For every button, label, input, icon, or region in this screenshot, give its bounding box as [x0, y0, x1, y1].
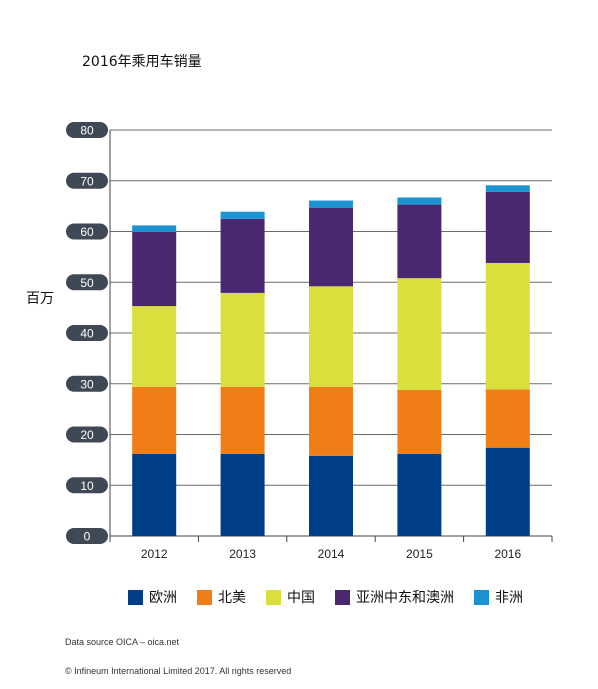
bar-segment: [132, 306, 177, 387]
bar-segment: [485, 447, 530, 536]
legend-swatch: [266, 589, 281, 605]
y-tick-pill: [66, 223, 108, 240]
bar-segment: [485, 185, 530, 192]
y-tick-label: 30: [80, 377, 94, 391]
bar-segment: [485, 389, 530, 448]
y-tick-pill: [66, 172, 108, 189]
bar-segment: [220, 453, 265, 536]
y-tick-label: 80: [80, 124, 94, 138]
y-tick-label: 10: [80, 479, 94, 493]
y-tick-pill: [66, 528, 108, 544]
y-tick-pill: [66, 325, 108, 341]
legend-item-europe: 欧洲: [128, 587, 177, 607]
legend-item-north-america: 北美: [197, 587, 246, 607]
legend-label: 欧洲: [149, 590, 177, 606]
bar-segment: [220, 386, 265, 454]
legend-item-asia-me-oceania: 亚洲中东和澳洲: [335, 587, 454, 607]
bar-segment: [132, 453, 177, 536]
legend: 欧洲 北美 中国 亚洲中东和澳洲 非洲: [128, 587, 543, 607]
bar-segment: [397, 278, 442, 390]
bar-segment: [132, 225, 177, 233]
y-tick-pill: [66, 477, 108, 494]
x-tick-label: 2015: [406, 547, 433, 561]
y-tick-pill: [66, 274, 108, 291]
legend-label: 非洲: [495, 590, 523, 606]
bar-segment: [309, 200, 353, 208]
legend-label: 亚洲中东和澳洲: [356, 590, 454, 606]
legend-swatch: [128, 589, 143, 605]
legend-item-china: 中国: [266, 587, 315, 607]
y-tick-label: 50: [80, 276, 94, 290]
bar-segment: [309, 207, 353, 287]
copyright-note: © Infineum International Limited 2017. A…: [65, 666, 292, 676]
bar-segment: [220, 292, 265, 387]
bar-segment: [397, 453, 442, 536]
y-tick-label: 70: [80, 174, 94, 188]
legend-swatch: [335, 589, 350, 605]
y-tick-label: 0: [84, 530, 91, 544]
x-tick-label: 2016: [494, 547, 521, 561]
y-tick-pill: [66, 426, 108, 443]
bar-segment: [220, 211, 265, 219]
bar-segment: [309, 386, 353, 456]
bar-segment: [485, 262, 530, 390]
y-axis-label: 百万: [26, 291, 54, 307]
bar-segment: [397, 197, 442, 205]
legend-label: 中国: [287, 590, 315, 606]
y-tick-label: 20: [80, 428, 94, 442]
stacked-bar-chart: 0 10 20 30 40 50 60 70 80 2012 2013 2014 2015 2016: [66, 122, 553, 561]
x-tick-label: 2013: [229, 547, 256, 561]
legend-swatch: [197, 589, 212, 605]
data-source-note: Data source OICA – oica.net: [65, 637, 180, 647]
x-tick-label: 2014: [318, 547, 345, 561]
legend-item-africa: 非洲: [474, 587, 523, 607]
y-tick-pill: [66, 122, 108, 138]
y-tick-label: 60: [80, 225, 94, 239]
bar-segment: [220, 218, 265, 293]
x-tick-label: 2012: [141, 547, 168, 561]
bar-segment: [397, 389, 442, 454]
y-tick-pill: [66, 375, 108, 392]
chart-title: 2016年乘用车销量: [82, 54, 202, 70]
legend-label: 北美: [218, 590, 246, 606]
bar-segment: [132, 232, 177, 307]
bar-segment: [309, 286, 353, 387]
bar-segment: [485, 191, 530, 263]
bar-segment: [309, 455, 353, 536]
legend-swatch: [474, 589, 489, 605]
bar-segment: [397, 204, 442, 279]
y-tick-label: 40: [80, 327, 94, 341]
bar-segment: [132, 386, 177, 454]
